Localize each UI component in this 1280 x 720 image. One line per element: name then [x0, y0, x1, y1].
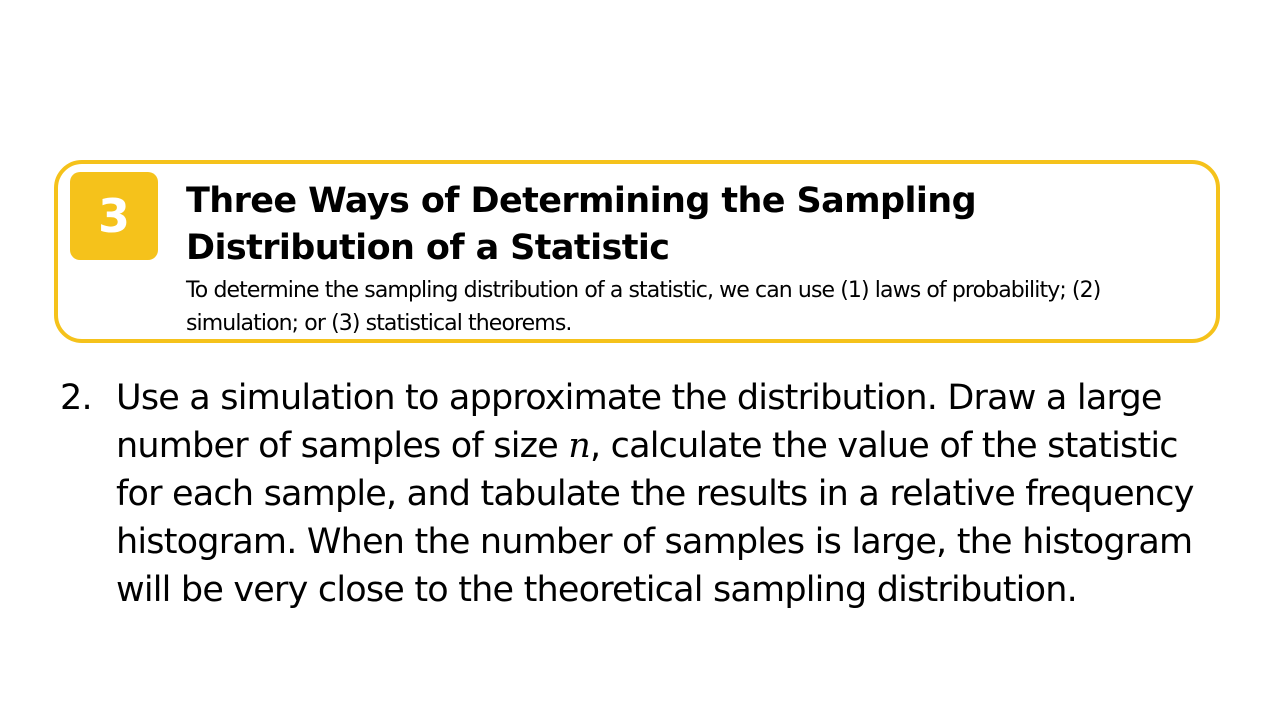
- list-item-number: 2.: [60, 378, 93, 418]
- callout-description: To determine the sampling distribution o…: [186, 278, 1101, 336]
- list-item-text-after: , calculate the value of the statistic f…: [116, 426, 1194, 610]
- list-item-text-before: Use a simulation to approximate the dist…: [116, 378, 1162, 466]
- badge-number: 3: [97, 189, 130, 243]
- math-variable: n: [568, 426, 591, 466]
- callout-box: [54, 160, 1220, 343]
- number-badge: 3: [70, 172, 158, 260]
- list-item-text: Use a simulation to approximate the dist…: [116, 374, 1232, 614]
- callout-title: Three Ways of Determining the Sampling D…: [186, 181, 977, 268]
